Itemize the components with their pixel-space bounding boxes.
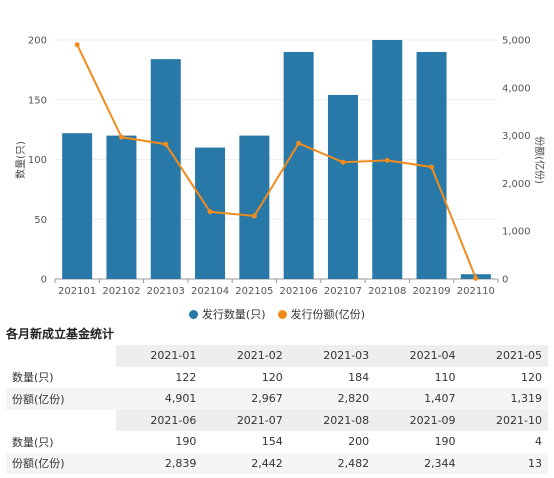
bar	[106, 135, 137, 279]
y-tick-label: 50	[34, 215, 47, 226]
share-point	[473, 275, 479, 281]
share-point	[340, 159, 346, 165]
table-cell: 13	[461, 452, 548, 474]
table-cell: 190	[434, 435, 456, 449]
bar	[327, 94, 358, 279]
y2-tick-label: 2,000	[502, 179, 531, 190]
y2-tick-label: 3,000	[502, 131, 531, 142]
month-header-cell: 2021-09	[375, 409, 462, 431]
y-tick-label: 150	[28, 95, 47, 106]
table-cell: 190	[175, 435, 197, 449]
month-header-cell: 2021-10	[461, 409, 548, 431]
table-cell: 4,901	[116, 388, 203, 410]
table-cell: 1,319	[461, 388, 548, 410]
line-series	[74, 42, 479, 281]
legend-label-share: 发行份额(亿份)	[290, 308, 366, 321]
table-cell: 2,820	[288, 388, 376, 410]
share-point	[384, 157, 390, 163]
legend-item-count[interactable]: 发行数量(只)	[188, 306, 266, 322]
y2-tick-label: 1,000	[502, 227, 531, 238]
table-cell: 1,407	[375, 388, 462, 410]
table-cell: 2,344	[375, 452, 462, 474]
table-cell: 110	[434, 370, 456, 384]
header-corner-cell	[6, 345, 116, 367]
x-tick-label: 202108	[368, 286, 406, 297]
table-header-row: 2021-01 2021-02 2021-03 2021-04 2021-05	[6, 345, 548, 367]
month-header-cell: 2021-03	[288, 345, 376, 367]
table-cell: 154	[261, 435, 283, 449]
table-title: 各月新成立基金统计	[6, 327, 115, 341]
row-label: 份额(亿份)	[6, 388, 116, 410]
table-cell: 2,442	[202, 452, 289, 474]
month-header-cell: 2021-08	[288, 409, 376, 431]
table-cell: 184	[348, 370, 370, 384]
table-cell: 200	[348, 435, 370, 449]
table-cell: 2,967	[202, 388, 289, 410]
y2-tick-label: 5,000	[502, 36, 531, 47]
month-header-cell: 2021-07	[202, 409, 289, 431]
monthly-stats-table: 2021-01 2021-02 2021-03 2021-04 2021-05 …	[6, 345, 548, 474]
bar	[150, 59, 181, 280]
y2-tick-label: 4,000	[502, 83, 531, 94]
legend-dot-share	[277, 309, 287, 319]
table-cell: 2,482	[288, 452, 376, 474]
x-tick-label: 202106	[280, 286, 318, 297]
month-header-cell: 2021-05	[461, 345, 548, 367]
header-corner-cell	[6, 409, 116, 431]
y-tick-label: 200	[28, 36, 47, 47]
share-point	[296, 140, 302, 146]
share-point	[207, 209, 213, 215]
y-tick-label: 0	[41, 275, 47, 286]
row-label: 数量(只)	[12, 435, 54, 449]
table-row-share: 份额(亿份) 2,839 2,442 2,482 2,344 13	[6, 452, 548, 474]
share-line	[76, 44, 477, 279]
x-tick-label: 202109	[412, 286, 450, 297]
table-cell: 2,839	[116, 452, 203, 474]
share-point	[118, 134, 124, 140]
share-point	[74, 42, 80, 48]
share-point	[251, 213, 257, 219]
x-tick-label: 202110	[457, 286, 495, 297]
bar	[239, 135, 270, 279]
table-row-count: 数量(只) 122 120 184 110 120	[6, 367, 548, 389]
chart-legend: 发行数量(只) 发行份额(亿份)	[0, 306, 554, 322]
y2-axis-title: 份额(亿份)	[533, 136, 546, 184]
axes: 0 50 100 150 200 0 1,000 2,000 3,000 4,000 5,000 20…	[28, 36, 531, 298]
month-header-cell: 2021-01	[116, 345, 203, 367]
y-axis-title: 数量(只)	[14, 141, 27, 179]
x-tick-label: 202107	[324, 286, 362, 297]
legend-label-count: 发行数量(只)	[201, 308, 266, 321]
table-row-count: 数量(只) 190 154 200 190 4	[6, 431, 548, 453]
table-cell: 4	[535, 435, 542, 449]
table-cell: 122	[175, 370, 197, 384]
share-point	[429, 164, 435, 170]
x-tick-label: 202101	[58, 286, 96, 297]
table-header-row: 2021-06 2021-07 2021-08 2021-09 2021-10	[6, 409, 548, 431]
bar	[62, 133, 93, 279]
row-label: 份额(亿份)	[6, 452, 116, 474]
month-header-cell: 2021-06	[116, 409, 203, 431]
x-tick-label: 202103	[147, 286, 185, 297]
y2-tick-label: 0	[502, 275, 508, 286]
x-tick-label: 202105	[235, 286, 273, 297]
legend-dot-count	[188, 309, 198, 319]
row-label: 数量(只)	[12, 371, 54, 385]
share-point	[163, 141, 169, 147]
bar	[283, 51, 314, 280]
x-tick-label: 202102	[102, 286, 140, 297]
month-header-cell: 2021-04	[375, 345, 462, 367]
month-header-cell: 2021-02	[202, 345, 289, 367]
y-tick-label: 100	[28, 155, 47, 166]
legend-item-share[interactable]: 发行份额(亿份)	[277, 306, 366, 322]
table-cell: 120	[261, 370, 283, 384]
table-cell: 120	[521, 370, 542, 384]
x-tick-label: 202104	[191, 286, 229, 297]
table-row-share: 份额(亿份) 4,901 2,967 2,820 1,407 1,319	[6, 388, 548, 410]
combo-chart: 0 50 100 150 200 0 1,000 2,000 3,000 4,000 5,000 20…	[14, 36, 546, 298]
